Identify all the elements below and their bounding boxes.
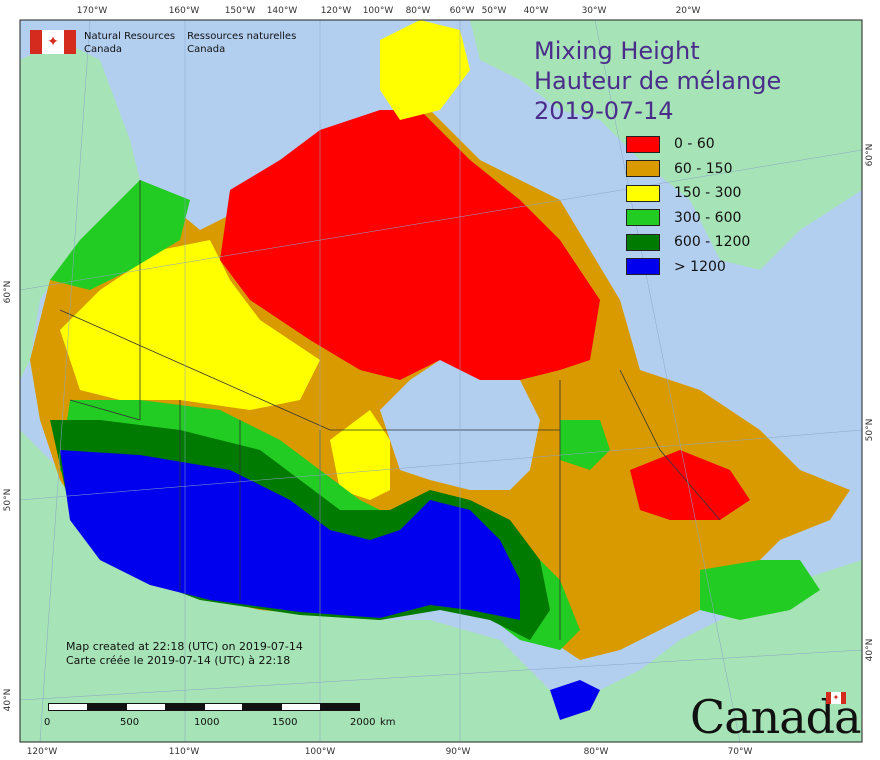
legend-swatch <box>626 233 660 251</box>
right-latitude-ticks: 60°N 50°N 40°N <box>865 144 875 662</box>
bottom-lon-tick: 90°W <box>446 747 471 757</box>
legend-item: 0 - 60 <box>626 132 750 157</box>
agency-name-french: Ressources naturelles Canada <box>187 31 297 55</box>
top-lon-tick: 160°W <box>169 6 200 16</box>
left-lat-tick: 40°N <box>3 689 13 712</box>
bottom-lon-tick: 110°W <box>169 747 200 757</box>
legend-item: 150 - 300 <box>626 181 750 206</box>
zone-yellow-north <box>380 20 470 120</box>
top-lon-tick: 100°W <box>363 6 394 16</box>
map-title: Mixing Height Hauteur de mélange 2019-07… <box>534 36 781 126</box>
top-lon-tick: 40°W <box>524 6 549 16</box>
alaska-landmass <box>20 40 140 380</box>
right-lat-tick: 60°N <box>865 144 875 167</box>
right-lat-tick: 40°N <box>865 639 875 662</box>
legend-item: 300 - 600 <box>626 206 750 231</box>
zone-green-quebec <box>560 420 610 470</box>
legend-item: 600 - 1200 <box>626 230 750 255</box>
scale-label-500: 500 <box>120 717 140 728</box>
bottom-lon-tick: 100°W <box>305 747 336 757</box>
top-lon-tick: 150°W <box>225 6 256 16</box>
legend-swatch <box>626 135 660 153</box>
right-lat-tick: 50°N <box>865 419 875 442</box>
map-credit: Map created at 22:18 (UTC) on 2019-07-14… <box>66 640 303 668</box>
title-date: 2019-07-14 <box>534 97 674 125</box>
top-lon-tick: 50°W <box>482 6 507 16</box>
legend-label: 300 - 600 <box>674 209 742 226</box>
legend-swatch <box>626 184 660 202</box>
zone-green-bc <box>50 180 190 290</box>
zone-yellow-west <box>60 240 320 410</box>
top-lon-tick: 30°W <box>582 6 607 16</box>
zone-green-maritimes <box>700 560 820 620</box>
usa-landmass <box>20 430 862 742</box>
legend-label: 600 - 1200 <box>674 234 751 251</box>
legend-label: 60 - 150 <box>674 160 733 177</box>
legend-label: > 1200 <box>674 258 726 275</box>
bottom-lon-tick: 70°W <box>728 747 753 757</box>
scale-bar: 0 500 1000 1500 2000 km <box>40 703 396 731</box>
legend-item: 60 - 150 <box>626 157 750 182</box>
legend-label: 0 - 60 <box>674 136 715 153</box>
map-border <box>19 19 863 743</box>
scale-label-0: 0 <box>44 717 51 728</box>
nrcan-signature: ✦ Natural Resources Canada Ressources na… <box>30 30 308 56</box>
canada-flag-icon: ✦ <box>30 30 76 54</box>
scale-bar-graphic <box>48 703 360 711</box>
scale-label-2000: 2000 <box>350 717 376 728</box>
legend-swatch <box>626 160 660 178</box>
wordmark-flag-icon: ✦ <box>826 692 846 704</box>
bottom-lon-tick: 120°W <box>27 747 58 757</box>
top-lon-tick: 120°W <box>321 6 352 16</box>
left-lat-tick: 50°N <box>3 489 13 512</box>
top-lon-tick: 80°W <box>406 6 431 16</box>
legend-item: > 1200 <box>626 255 750 280</box>
zone-blue-prairies <box>60 450 520 620</box>
credit-english: Map created at 22:18 (UTC) on 2019-07-14 <box>66 640 303 653</box>
legend-swatch <box>626 258 660 276</box>
title-french: Hauteur de mélange <box>534 67 782 95</box>
agency-name-english: Natural Resources Canada <box>84 31 176 55</box>
top-lon-tick: 140°W <box>267 6 298 16</box>
graticule-lines <box>19 19 863 743</box>
top-lon-tick: 20°W <box>676 6 701 16</box>
zone-blue-ontario <box>550 680 600 720</box>
credit-french: Carte créée le 2019-07-14 (UTC) à 22:18 <box>66 654 291 667</box>
top-lon-tick: 60°W <box>450 6 475 16</box>
greenland-landmass <box>470 20 862 270</box>
title-english: Mixing Height <box>534 37 700 65</box>
zone-yellow-central <box>330 410 390 500</box>
top-lon-tick: 170°W <box>77 6 108 16</box>
scale-label-1000: 1000 <box>194 717 220 728</box>
zone-red-arctic <box>220 110 600 380</box>
left-latitude-ticks: 60°N 50°N 40°N <box>3 281 13 712</box>
left-lat-tick: 60°N <box>3 281 13 304</box>
scale-label-1500: 1500 <box>272 717 298 728</box>
bottom-lon-tick: 80°W <box>584 747 609 757</box>
legend-swatch <box>626 209 660 227</box>
bottom-longitude-ticks: 120°W 110°W 100°W 90°W 80°W 70°W <box>27 747 753 757</box>
legend-label: 150 - 300 <box>674 185 742 202</box>
map-legend: 0 - 60 60 - 150 150 - 300 300 - 600 600 - 12… <box>626 132 750 279</box>
scale-unit: km <box>380 717 396 728</box>
top-longitude-ticks: 170°W 160°W 150°W 140°W 120°W 100°W 80°W 60°W 50… <box>77 6 701 16</box>
